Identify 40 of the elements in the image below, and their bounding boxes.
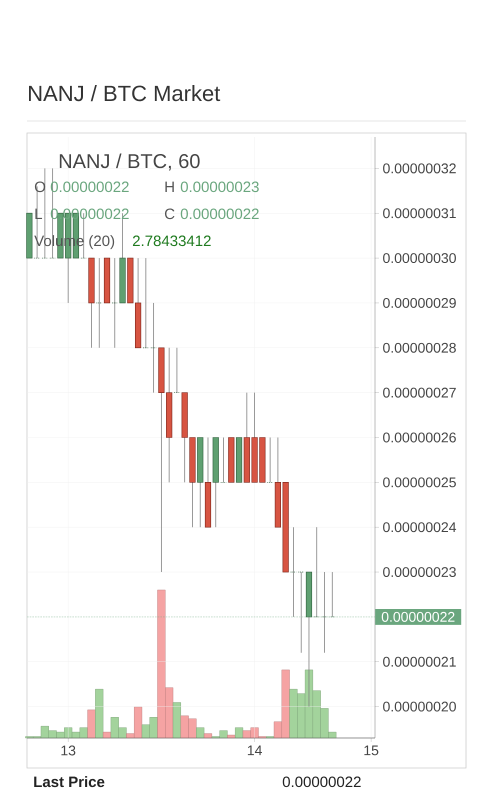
y-tick-label: 0.00000024 xyxy=(383,522,456,532)
y-tick-label: 0.00000032 xyxy=(383,163,456,174)
candlestick xyxy=(290,526,297,618)
y-tick-label: 0.00000028 xyxy=(383,342,456,353)
x-tick-label: 14 xyxy=(248,746,262,756)
text: 0.00000022 xyxy=(282,776,361,788)
annotation: H xyxy=(165,182,174,192)
candlestick xyxy=(174,347,180,394)
candlestick xyxy=(150,302,157,394)
y-tick-label: 0.00000027 xyxy=(383,388,456,398)
y-tick-label: 0.00000031 xyxy=(383,208,456,218)
candlestick xyxy=(96,258,102,348)
annotation: 0.00000023 xyxy=(180,182,259,192)
bar xyxy=(87,710,96,738)
y-tick-label: 0.00000025 xyxy=(383,477,456,488)
candlestick xyxy=(314,526,320,618)
text: Last Price xyxy=(34,776,104,788)
bar xyxy=(95,688,104,738)
candlestick xyxy=(112,258,118,348)
x-tick-label: 15 xyxy=(364,746,378,756)
bar xyxy=(196,727,204,738)
ref-line-label: 0.00000022 xyxy=(382,612,454,622)
y-tick-label: 0.00000029 xyxy=(383,298,456,308)
y-tick-label: 0.00000023 xyxy=(383,567,456,578)
annotation: 2.78433412 xyxy=(132,236,211,246)
candlestick xyxy=(142,258,150,348)
y-tick-label: 0.00000020 xyxy=(383,702,456,712)
candlestick xyxy=(329,572,336,618)
text: NANJ / BTC, 60 xyxy=(60,154,200,171)
chart-title: NANJ / BTC Market xyxy=(29,85,220,102)
y-tick-label: 0.00000026 xyxy=(383,432,456,442)
x-tick-label: 13 xyxy=(61,746,76,756)
candlestick xyxy=(266,437,274,483)
bar xyxy=(172,702,182,738)
annotation: C xyxy=(164,208,174,220)
candlestick xyxy=(321,572,328,654)
y-tick-label: 0.00000021 xyxy=(383,656,456,667)
annotation: 0.00000022 xyxy=(180,208,259,220)
candlestick xyxy=(298,572,304,654)
y-tick-label: 0.00000030 xyxy=(383,253,456,264)
